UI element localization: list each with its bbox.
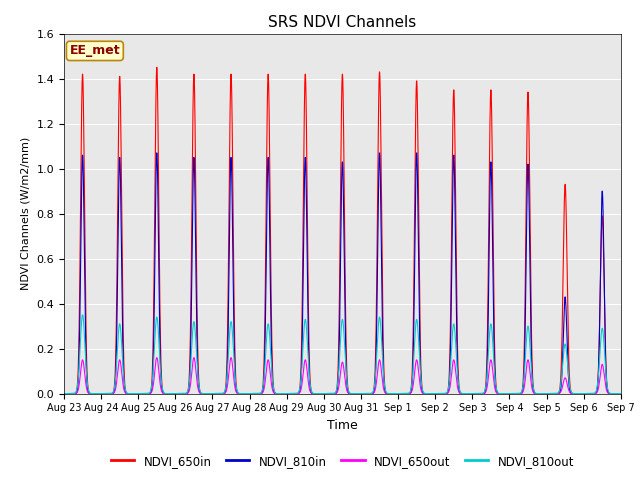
NDVI_650out	[617, 391, 625, 396]
Y-axis label: NDVI Channels (W/m2/mm): NDVI Channels (W/m2/mm)	[21, 137, 31, 290]
NDVI_650out	[153, 355, 161, 360]
NDVI_810in	[419, 391, 427, 396]
NDVI_810in	[179, 391, 187, 396]
NDVI_650in	[60, 391, 68, 396]
NDVI_810in	[269, 378, 276, 384]
Line: NDVI_650out: NDVI_650out	[64, 358, 621, 394]
Line: NDVI_810out: NDVI_810out	[64, 315, 621, 394]
NDVI_650out	[499, 391, 506, 396]
NDVI_810out	[499, 391, 506, 396]
Line: NDVI_650in: NDVI_650in	[64, 67, 621, 394]
Line: NDVI_810in: NDVI_810in	[64, 153, 621, 394]
NDVI_650in	[269, 365, 276, 371]
NDVI_810out	[615, 391, 623, 396]
NDVI_650in	[499, 391, 506, 396]
NDVI_650out	[269, 387, 276, 393]
Text: EE_met: EE_met	[70, 44, 120, 58]
NDVI_650in	[173, 391, 181, 396]
Legend: NDVI_650in, NDVI_810in, NDVI_650out, NDVI_810out: NDVI_650in, NDVI_810in, NDVI_650out, NDV…	[106, 450, 579, 472]
NDVI_810out	[79, 312, 86, 318]
NDVI_810in	[173, 391, 181, 396]
NDVI_810out	[173, 391, 181, 396]
NDVI_810in	[580, 391, 588, 396]
NDVI_650in	[615, 391, 623, 396]
NDVI_810in	[615, 391, 623, 396]
NDVI_810in	[617, 391, 625, 396]
NDVI_810in	[499, 391, 506, 396]
Title: SRS NDVI Channels: SRS NDVI Channels	[268, 15, 417, 30]
NDVI_810in	[153, 150, 161, 156]
NDVI_810out	[179, 391, 187, 396]
NDVI_650out	[173, 391, 181, 396]
NDVI_650in	[580, 391, 588, 396]
X-axis label: Time: Time	[327, 419, 358, 432]
NDVI_810out	[269, 377, 276, 383]
NDVI_650out	[615, 391, 623, 396]
NDVI_810in	[60, 391, 68, 396]
NDVI_650out	[60, 391, 68, 396]
NDVI_810out	[543, 391, 550, 396]
NDVI_650in	[153, 64, 161, 70]
NDVI_650in	[419, 390, 427, 396]
NDVI_810out	[617, 391, 625, 396]
NDVI_650out	[580, 391, 588, 396]
NDVI_650out	[179, 391, 187, 396]
NDVI_650in	[179, 391, 187, 396]
NDVI_650out	[419, 391, 427, 396]
NDVI_810out	[419, 389, 427, 395]
NDVI_810out	[60, 391, 68, 396]
NDVI_650in	[617, 391, 625, 396]
